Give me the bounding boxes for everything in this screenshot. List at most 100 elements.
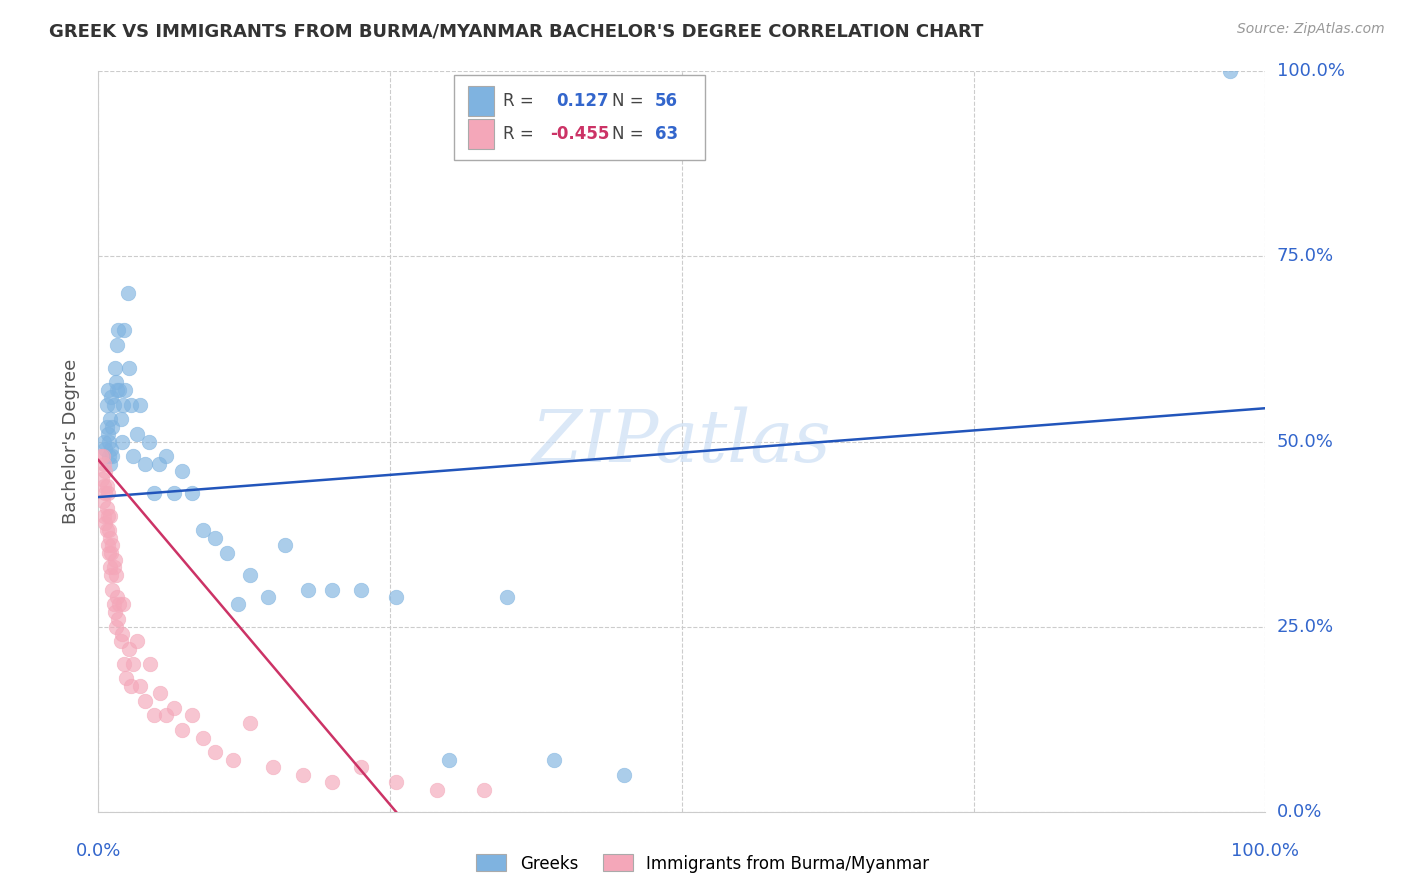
Point [122, 657, 145, 671]
Point [111, 627, 134, 641]
Point [125, 427, 148, 442]
Point [96, 398, 118, 412]
Point [120, 679, 142, 693]
Point [93, 434, 115, 449]
Point [103, 398, 125, 412]
Point [1219, 64, 1241, 78]
Point [193, 524, 215, 538]
Point [138, 434, 160, 449]
Point [496, 590, 519, 604]
Point [97, 383, 120, 397]
Point [104, 360, 127, 375]
Point [193, 731, 215, 745]
Point [97, 450, 120, 464]
Point [613, 767, 636, 781]
Bar [468, 87, 494, 116]
Point [110, 412, 132, 426]
Text: 63: 63 [655, 125, 678, 144]
Point [148, 457, 170, 471]
Point [94, 464, 117, 478]
Point [90, 471, 112, 485]
Text: 0.0%: 0.0% [76, 842, 121, 860]
Point [101, 450, 124, 464]
Point [100, 546, 122, 560]
Point [134, 694, 156, 708]
Point [94, 516, 117, 530]
Point [97, 524, 120, 538]
Point [98, 412, 121, 426]
Text: 100.0%: 100.0% [1232, 842, 1299, 860]
Point [437, 753, 460, 767]
Point [215, 546, 238, 560]
Point [104, 605, 127, 619]
Text: R =: R = [503, 92, 534, 110]
Point [180, 486, 202, 500]
Point [149, 686, 172, 700]
Point [321, 775, 343, 789]
Point [108, 598, 131, 612]
Text: N =: N = [612, 92, 644, 110]
Point [350, 582, 373, 597]
Point [143, 486, 166, 500]
Point [97, 508, 120, 523]
Point [180, 708, 202, 723]
Point [111, 398, 134, 412]
Legend: Greeks, Immigrants from Burma/Myanmar: Greeks, Immigrants from Burma/Myanmar [470, 847, 936, 880]
Point [239, 567, 262, 582]
Point [111, 434, 134, 449]
Point [239, 715, 262, 730]
Point [105, 590, 128, 604]
Y-axis label: Bachelor's Degree: Bachelor's Degree [62, 359, 80, 524]
Point [115, 672, 138, 686]
Point [91, 493, 114, 508]
Point [256, 590, 278, 604]
Point [543, 753, 565, 767]
Point [112, 324, 135, 338]
Point [112, 657, 135, 671]
Point [105, 383, 128, 397]
Point [98, 508, 121, 523]
Point [122, 450, 145, 464]
Text: GREEK VS IMMIGRANTS FROM BURMA/MYANMAR BACHELOR'S DEGREE CORRELATION CHART: GREEK VS IMMIGRANTS FROM BURMA/MYANMAR B… [49, 22, 984, 40]
Point [97, 427, 120, 442]
Point [104, 567, 127, 582]
Point [100, 442, 122, 456]
Text: R =: R = [503, 125, 534, 144]
Text: Source: ZipAtlas.com: Source: ZipAtlas.com [1237, 22, 1385, 37]
Point [221, 753, 243, 767]
Point [105, 338, 128, 352]
Point [96, 501, 118, 516]
Point [98, 560, 121, 574]
Text: -0.455: -0.455 [550, 125, 609, 144]
Point [96, 479, 118, 493]
Point [114, 383, 136, 397]
Text: 100.0%: 100.0% [1277, 62, 1344, 80]
Point [101, 582, 124, 597]
Point [274, 538, 297, 552]
Point [204, 531, 226, 545]
Text: 0.127: 0.127 [555, 92, 609, 110]
Point [155, 708, 177, 723]
Point [118, 360, 141, 375]
Point [97, 546, 120, 560]
Point [96, 419, 118, 434]
Point [91, 450, 114, 464]
Point [101, 419, 124, 434]
Point [103, 560, 125, 574]
Point [125, 634, 148, 648]
Bar [454, 75, 706, 161]
Point [291, 767, 314, 781]
Point [321, 582, 343, 597]
Point [108, 383, 131, 397]
Text: 75.0%: 75.0% [1277, 247, 1334, 266]
Point [120, 398, 142, 412]
Point [98, 531, 121, 545]
Point [134, 457, 156, 471]
Point [143, 708, 166, 723]
Point [101, 538, 124, 552]
Text: 50.0%: 50.0% [1277, 433, 1333, 450]
Point [103, 598, 125, 612]
Point [104, 376, 127, 390]
Point [97, 434, 120, 449]
Point [118, 641, 141, 656]
